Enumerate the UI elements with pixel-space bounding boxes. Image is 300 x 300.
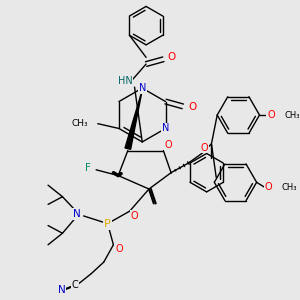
Text: C: C: [72, 280, 78, 290]
Text: O: O: [201, 143, 208, 153]
Text: CH₃: CH₃: [72, 119, 88, 128]
Text: N: N: [162, 124, 169, 134]
Text: O: O: [264, 182, 272, 192]
Text: N: N: [73, 209, 81, 219]
Text: CH₃: CH₃: [284, 110, 300, 119]
Text: N: N: [58, 285, 65, 295]
Text: O: O: [131, 211, 138, 221]
Text: N: N: [139, 83, 146, 93]
Text: F: F: [85, 163, 91, 173]
Text: CH₃: CH₃: [282, 183, 297, 192]
Polygon shape: [125, 90, 142, 149]
Text: O: O: [164, 140, 172, 150]
Text: P: P: [104, 219, 111, 229]
Text: HN: HN: [118, 76, 132, 86]
Text: O: O: [267, 110, 275, 120]
Text: O: O: [188, 102, 196, 112]
Text: O: O: [116, 244, 123, 254]
Text: O: O: [167, 52, 175, 62]
